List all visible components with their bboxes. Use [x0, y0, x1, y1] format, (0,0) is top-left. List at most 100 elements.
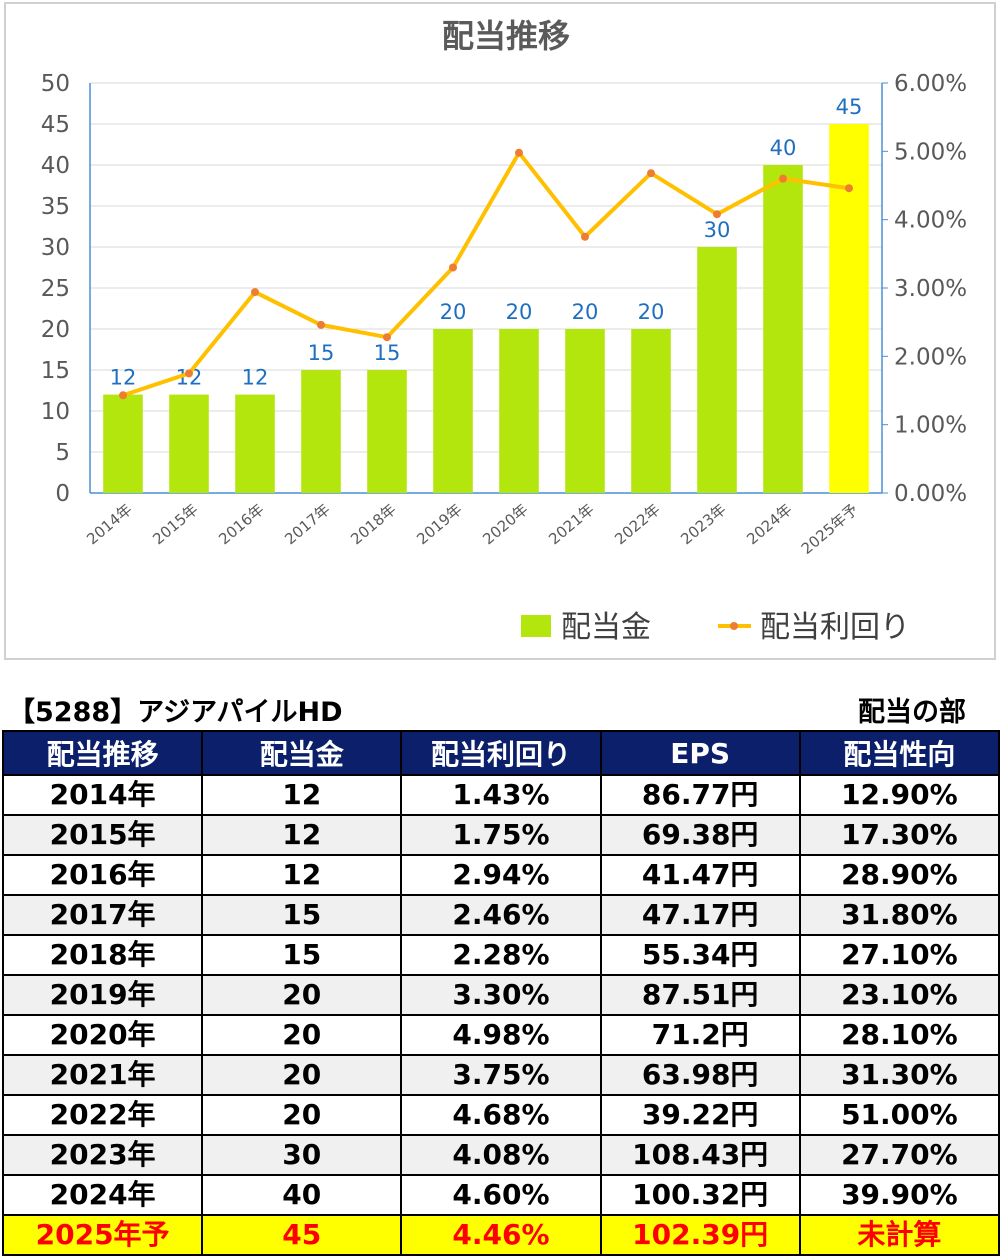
- cell-eps: 108.43円: [599, 1134, 801, 1176]
- table-row: 2018年 15 2.28% 55.34円 27.10%: [1, 934, 1001, 976]
- cell-payout: 51.00%: [798, 1094, 1001, 1136]
- col-header-dividend: 配当金: [201, 730, 403, 776]
- y2-tick-label: 1.00%: [894, 413, 967, 439]
- cell-yield: 4.46%: [400, 1214, 602, 1256]
- cell-dividend: 45: [201, 1214, 403, 1256]
- y-tick-label: 30: [41, 235, 70, 261]
- cell-eps: 102.39円: [599, 1214, 801, 1256]
- cell-dividend: 20: [201, 1014, 403, 1056]
- table-row: 2024年 40 4.60% 100.32円 39.90%: [1, 1174, 1001, 1216]
- cell-yield: 4.68%: [400, 1094, 602, 1136]
- legend-label-yield: 配当利回り: [760, 610, 910, 645]
- bar-2021年: [565, 329, 605, 493]
- x-tick-label: 2017年: [281, 500, 333, 548]
- bar-2019年: [433, 329, 473, 493]
- cell-eps: 39.22円: [599, 1094, 801, 1136]
- cell-payout: 28.10%: [798, 1014, 1001, 1056]
- table-row: 2022年 20 4.68% 39.22円 51.00%: [1, 1094, 1001, 1136]
- x-tick-label: 2016年: [215, 500, 267, 548]
- cell-eps: 55.34円: [599, 934, 801, 976]
- dividend-chart: 配当推移 0 5 10 15 20 25 30 35 40 45 50 0.00% 1.00% 2.00% 3…: [41, 17, 967, 645]
- table-row: 2017年 15 2.46% 47.17円 31.80%: [1, 894, 1001, 936]
- yield-point-2021年: [581, 232, 589, 241]
- x-tick-label: 2023年: [677, 500, 729, 548]
- table-header-row: 配当推移 配当金 配当利回り EPS 配当性向: [1, 730, 1001, 776]
- cell-yield: 3.75%: [400, 1054, 602, 1096]
- cell-yield: 1.43%: [400, 774, 602, 816]
- x-tick-label: 2014年: [83, 500, 135, 548]
- bar-data-label: 12: [110, 366, 137, 390]
- cell-year: 2024年: [1, 1174, 204, 1216]
- yield-line: [122, 150, 850, 398]
- y2-tick-label: 5.00%: [894, 139, 967, 165]
- yield-point-2024年: [779, 174, 787, 183]
- yield-point-2025年予: [845, 184, 853, 193]
- x-tick-label: 2021年: [545, 500, 597, 548]
- cell-year: 2025年予: [1, 1214, 204, 1256]
- table-row: 2025年予 45 4.46% 102.39円 未計算: [1, 1214, 1001, 1256]
- cell-yield: 4.60%: [400, 1174, 602, 1216]
- table-row: 2023年 30 4.08% 108.43円 27.70%: [1, 1134, 1001, 1176]
- y-tick-label: 20: [41, 317, 70, 343]
- bar-data-label: 20: [440, 300, 467, 324]
- x-tick-label: 2022年: [611, 500, 663, 548]
- chart-title: 配当推移: [442, 17, 570, 55]
- cell-year: 2023年: [1, 1134, 204, 1176]
- bar-2022年: [631, 329, 671, 493]
- table-row: 2015年 12 1.75% 69.38円 17.30%: [1, 814, 1001, 856]
- yield-point-2019年: [449, 263, 457, 272]
- y-tick-label: 5: [55, 440, 70, 466]
- bar-2023年: [697, 247, 737, 493]
- yield-point-2022年: [647, 169, 655, 178]
- cell-dividend: 12: [201, 814, 403, 856]
- cell-payout: 28.90%: [798, 854, 1001, 896]
- bar-data-label: 20: [572, 300, 599, 324]
- yield-point-2014年: [119, 391, 127, 400]
- bar-data-label: 45: [836, 95, 863, 119]
- bar-2020年: [499, 329, 539, 493]
- table-row: 2021年 20 3.75% 63.98円 31.30%: [1, 1054, 1001, 1096]
- cell-eps: 87.51円: [599, 974, 801, 1016]
- cell-year: 2018年: [1, 934, 204, 976]
- table-row: 2014年 12 1.43% 86.77円 12.90%: [1, 774, 1001, 816]
- col-header-eps: EPS: [599, 730, 801, 776]
- y2-tick-label: 3.00%: [894, 276, 967, 302]
- cell-dividend: 15: [201, 934, 403, 976]
- bar-data-label: 12: [242, 366, 269, 390]
- cell-year: 2020年: [1, 1014, 204, 1056]
- cell-payout: 31.30%: [798, 1054, 1001, 1096]
- cell-yield: 2.28%: [400, 934, 602, 976]
- y-tick-label: 25: [41, 276, 70, 302]
- cell-year: 2021年: [1, 1054, 204, 1096]
- cell-yield: 3.30%: [400, 974, 602, 1016]
- cell-payout: 39.90%: [798, 1174, 1001, 1216]
- table-row: 2019年 20 3.30% 87.51円 23.10%: [1, 974, 1001, 1016]
- cell-eps: 69.38円: [599, 814, 801, 856]
- bar-data-label: 20: [506, 300, 533, 324]
- cell-payout: 27.10%: [798, 934, 1001, 976]
- cell-year: 2022年: [1, 1094, 204, 1136]
- cell-dividend: 20: [201, 1094, 403, 1136]
- dividend-table: 配当推移 配当金 配当利回り EPS 配当性向 2014年 12 1.43% 86.7…: [1, 730, 1001, 1256]
- cell-yield: 2.94%: [400, 854, 602, 896]
- cell-payout: 12.90%: [798, 774, 1001, 816]
- cell-year: 2015年: [1, 814, 204, 856]
- bar-2016年: [235, 394, 275, 493]
- yield-point-2016年: [251, 288, 259, 297]
- y-tick-label: 50: [41, 71, 70, 97]
- section-label: 配当の部: [858, 697, 966, 728]
- cell-yield: 2.46%: [400, 894, 602, 936]
- x-tick-label: 2020年: [479, 500, 531, 548]
- yield-point-2020年: [515, 148, 523, 157]
- cell-yield: 4.08%: [400, 1134, 602, 1176]
- table-body: 2014年 12 1.43% 86.77円 12.90% 2015年 12 1.75% 69.3…: [1, 774, 1001, 1256]
- dividend-chart-panel: 配当推移 0 5 10 15 20 25 30 35 40 45 50 0.00% 1.00% 2.00% 3…: [4, 2, 996, 660]
- cell-dividend: 12: [201, 854, 403, 896]
- yield-point-2018年: [383, 333, 391, 342]
- cell-eps: 63.98円: [599, 1054, 801, 1096]
- bar-2024年: [763, 165, 803, 493]
- legend-swatch-yield-marker: [730, 622, 738, 630]
- cell-eps: 71.2円: [599, 1014, 801, 1056]
- cell-year: 2014年: [1, 774, 204, 816]
- col-header-yield: 配当利回り: [400, 730, 602, 776]
